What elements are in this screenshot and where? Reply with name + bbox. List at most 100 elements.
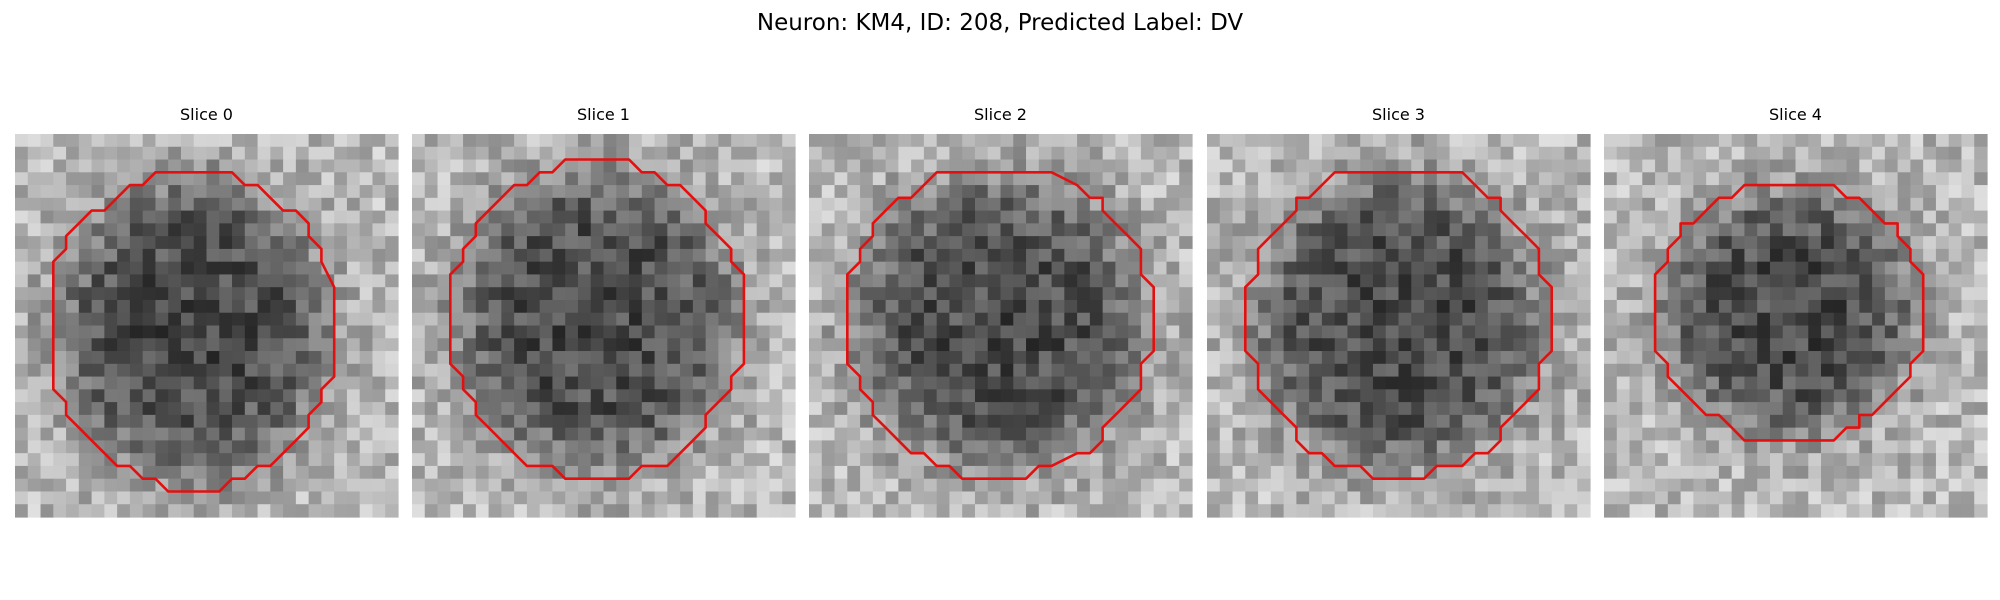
pixel <box>834 236 848 250</box>
pixel <box>1487 325 1502 339</box>
pixel <box>756 223 771 237</box>
pixel <box>346 223 361 237</box>
pixel <box>1128 427 1142 441</box>
pixel <box>180 185 195 199</box>
pixel <box>616 248 630 263</box>
pixel <box>359 453 374 467</box>
pixel <box>155 299 169 314</box>
pixel <box>1551 261 1566 276</box>
pixel <box>1680 261 1694 276</box>
pixel <box>1604 402 1618 416</box>
pixel <box>743 453 758 467</box>
pixel <box>1935 389 1950 403</box>
pixel <box>1140 440 1155 454</box>
pixel <box>1564 312 1578 327</box>
pixel <box>1808 478 1822 493</box>
pixel <box>1128 210 1142 224</box>
pixel <box>962 274 976 288</box>
pixel <box>283 146 297 161</box>
pixel <box>514 312 528 327</box>
pixel <box>1398 389 1412 403</box>
pixel <box>155 172 169 186</box>
pixel <box>847 134 861 148</box>
pixel <box>718 299 732 314</box>
pixel <box>40 465 54 480</box>
pixel <box>1859 453 1873 467</box>
pixel <box>590 134 605 148</box>
pixel <box>1859 223 1873 237</box>
pixel <box>731 376 745 390</box>
pixel <box>1706 210 1720 224</box>
pixel <box>1385 146 1400 161</box>
pixel <box>987 478 1002 493</box>
pixel <box>1769 210 1784 224</box>
pixel <box>283 491 297 505</box>
pixel <box>1140 402 1155 416</box>
pixel <box>1436 197 1451 212</box>
pixel <box>424 351 439 365</box>
pixel <box>1309 376 1323 390</box>
pixel <box>539 312 554 327</box>
pixel <box>463 287 477 301</box>
pixel <box>1128 312 1142 327</box>
pixel <box>667 197 681 212</box>
pixel <box>1232 389 1246 403</box>
pixel <box>1769 159 1784 173</box>
pixel <box>1424 134 1438 148</box>
pixel <box>809 453 823 467</box>
pixel <box>1821 236 1835 250</box>
pixel <box>692 248 707 263</box>
pixel <box>142 504 157 518</box>
pixel <box>1360 223 1374 237</box>
pixel <box>1782 299 1797 314</box>
pixel <box>809 389 823 403</box>
pixel <box>334 210 348 224</box>
pixel <box>1153 274 1168 288</box>
pixel <box>731 478 745 493</box>
pixel <box>104 504 118 518</box>
pixel <box>295 465 310 480</box>
pixel <box>232 134 246 148</box>
pixel <box>1718 134 1733 148</box>
pixel <box>898 210 912 224</box>
pixel <box>117 274 131 288</box>
pixel <box>667 465 681 480</box>
pixel <box>129 299 144 314</box>
pixel <box>577 159 592 173</box>
pixel <box>1642 185 1656 199</box>
pixel <box>654 197 668 212</box>
pixel <box>295 414 310 429</box>
pixel <box>1436 453 1451 467</box>
pixel <box>526 389 541 403</box>
pixel <box>539 261 554 276</box>
pixel <box>1013 440 1027 454</box>
pixel <box>936 223 951 237</box>
pixel <box>1013 134 1027 148</box>
pixel <box>27 197 42 212</box>
pixel <box>1360 299 1374 314</box>
pixel <box>206 402 220 416</box>
pixel <box>885 159 899 173</box>
pixel <box>334 325 348 339</box>
pixel <box>1487 159 1502 173</box>
pixel <box>1872 440 1886 454</box>
pixel <box>475 159 490 173</box>
pixel <box>1321 223 1336 237</box>
pixel <box>1449 134 1463 148</box>
pixel <box>1360 312 1374 327</box>
pixel <box>860 312 874 327</box>
pixel <box>1487 453 1502 467</box>
pixel <box>488 389 502 403</box>
pixel <box>244 197 259 212</box>
pixel <box>219 236 233 250</box>
pixel <box>1219 236 1234 250</box>
pixel <box>616 159 630 173</box>
pixel <box>1718 287 1733 301</box>
pixel <box>1923 312 1937 327</box>
pixel <box>1219 363 1234 378</box>
pixel <box>987 363 1002 378</box>
pixel <box>346 389 361 403</box>
pixel <box>1436 299 1451 314</box>
pixel <box>1372 223 1387 237</box>
pixel <box>1245 197 1259 212</box>
